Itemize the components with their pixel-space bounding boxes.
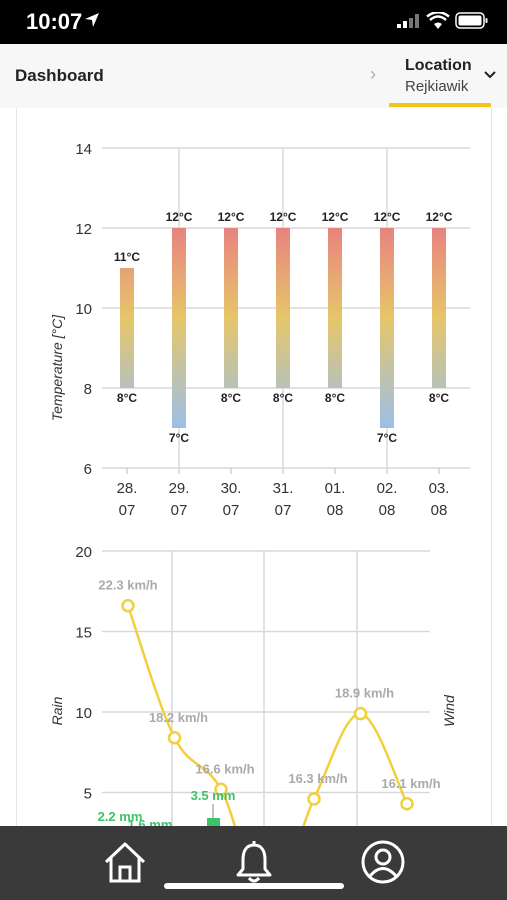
card-border-right bbox=[491, 108, 492, 828]
home-icon bbox=[104, 842, 146, 883]
temp-y-tick: 10 bbox=[75, 301, 92, 318]
temp-high-label: 12°C bbox=[166, 210, 193, 224]
temp-range-bar bbox=[380, 228, 394, 428]
temp-high-label: 12°C bbox=[218, 210, 245, 224]
rain-wind-chart: 5 10 15 20 22.3 km/h 18.2 km/h 16.6 km/h 16.3 … bbox=[49, 544, 457, 828]
temp-range-bar bbox=[276, 228, 290, 388]
temp-range-bar bbox=[328, 228, 342, 388]
app-header: Dashboard › Location Rejkiawik bbox=[0, 44, 507, 108]
temp-x-tick: 02. 08 bbox=[377, 480, 398, 519]
battery-icon bbox=[455, 12, 488, 29]
rain-data-label: 3.5 mm bbox=[191, 788, 236, 803]
temp-high-label: 12°C bbox=[374, 210, 401, 224]
temp-x-tick: 03. 08 bbox=[429, 480, 450, 519]
wind-y-tick: 5 bbox=[84, 786, 92, 803]
location-arrow-icon bbox=[85, 13, 99, 27]
wind-data-label: 16.1 km/h bbox=[381, 776, 440, 791]
wind-point bbox=[307, 792, 321, 806]
bell-icon bbox=[236, 841, 272, 883]
wind-data-label: 18.9 km/h bbox=[335, 686, 394, 701]
temp-y-tick: 12 bbox=[75, 221, 92, 238]
tab-profile[interactable] bbox=[358, 838, 408, 886]
rain-data-label: 2.2 mm bbox=[98, 809, 143, 824]
wind-point bbox=[400, 797, 414, 811]
wind-point bbox=[353, 706, 368, 721]
rain-axis-label: Rain bbox=[49, 696, 65, 725]
temp-x-tick: 29. 07 bbox=[169, 480, 190, 519]
rain-data-label: 1.6 mm bbox=[128, 817, 173, 828]
wind-y-tick: 20 bbox=[75, 544, 92, 561]
wind-y-tick: 10 bbox=[75, 705, 92, 722]
temp-x-tick: 30. 07 bbox=[221, 480, 242, 519]
signal-icon bbox=[397, 14, 419, 28]
location-tab-indicator bbox=[389, 103, 491, 107]
temp-range-bar bbox=[120, 268, 134, 388]
home-indicator bbox=[164, 883, 344, 889]
rain-bar bbox=[207, 818, 220, 828]
temp-high-label: 11°C bbox=[114, 250, 140, 264]
temp-y-tick: 8 bbox=[84, 381, 92, 398]
wifi-icon bbox=[426, 12, 450, 29]
temp-x-tick: 31. 07 bbox=[273, 480, 294, 519]
temp-low-label: 8°C bbox=[429, 391, 449, 405]
temperature-axis-label: Temperature [°C] bbox=[49, 314, 65, 421]
location-value[interactable]: Rejkiawik bbox=[405, 78, 469, 95]
wind-axis-label: Wind bbox=[441, 694, 457, 727]
breadcrumb-separator: › bbox=[370, 64, 376, 84]
tab-home[interactable] bbox=[100, 838, 150, 886]
status-bar: 10:07 bbox=[0, 0, 507, 44]
temp-high-label: 12°C bbox=[270, 210, 297, 224]
temp-low-label: 8°C bbox=[221, 391, 241, 405]
clock: 10:07 bbox=[26, 9, 83, 34]
wind-point bbox=[121, 598, 135, 613]
wind-y-tick: 15 bbox=[75, 625, 92, 642]
temp-y-tick: 14 bbox=[75, 141, 92, 158]
temp-x-tick: 28. 07 bbox=[117, 480, 138, 519]
temp-low-label: 8°C bbox=[117, 391, 137, 405]
temperature-chart: 11°C 8°C 12°C 7°C 12°C 8°C 12°C 8°C 12°C 8°C 12°C 7… bbox=[49, 141, 470, 519]
wind-data-label: 16.3 km/h bbox=[288, 771, 347, 786]
profile-icon bbox=[361, 840, 405, 884]
chevron-down-icon[interactable] bbox=[484, 70, 496, 80]
temp-x-tick: 01. 08 bbox=[325, 480, 346, 519]
temp-low-label: 8°C bbox=[273, 391, 293, 405]
wind-data-label: 16.6 km/h bbox=[195, 761, 254, 776]
temp-range-bar bbox=[172, 228, 186, 428]
temp-low-label: 8°C bbox=[325, 391, 345, 405]
temp-high-label: 12°C bbox=[426, 210, 453, 224]
card-border-left bbox=[16, 108, 17, 828]
wind-data-label: 18.2 km/h bbox=[149, 710, 208, 725]
temp-range-bar bbox=[432, 228, 446, 388]
wind-point bbox=[214, 782, 228, 797]
location-label[interactable]: Location bbox=[405, 57, 472, 74]
tab-notifications[interactable] bbox=[229, 838, 279, 886]
temp-range-bar bbox=[224, 228, 238, 388]
wind-point bbox=[167, 731, 182, 745]
temp-low-label: 7°C bbox=[377, 431, 397, 445]
temp-y-tick: 6 bbox=[84, 461, 92, 478]
wind-data-label: 22.3 km/h bbox=[98, 578, 157, 593]
page-title: Dashboard bbox=[15, 66, 104, 85]
temp-high-label: 12°C bbox=[322, 210, 349, 224]
temp-low-label: 7°C bbox=[169, 431, 189, 445]
